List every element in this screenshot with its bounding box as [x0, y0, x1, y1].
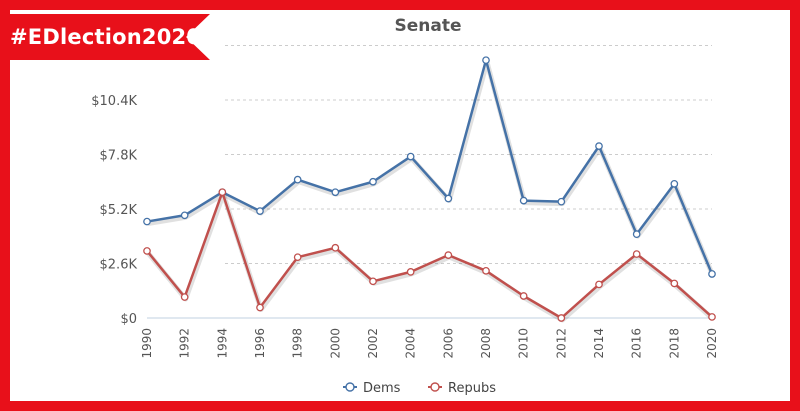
data-point-dems[interactable]	[519, 196, 528, 205]
legend[interactable]: Dems Repubs	[343, 381, 496, 396]
x-tick-label: 1998	[291, 328, 305, 359]
legend-item-dems[interactable]: Dems	[343, 381, 401, 396]
data-point-repubs[interactable]	[256, 303, 264, 312]
y-tick-label: $2.6K	[100, 258, 138, 273]
data-point-repubs[interactable]	[632, 250, 641, 258]
legend-marker-icon	[430, 382, 440, 392]
data-point-repubs[interactable]	[143, 247, 151, 255]
y-tick-label: $7.8K	[100, 149, 138, 164]
series-line-repubs	[146, 190, 713, 320]
data-point-repubs[interactable]	[331, 243, 340, 252]
data-point-dems[interactable]	[256, 207, 264, 215]
y-axis: $0 $2.6K $5.2K $7.8K $10.4K	[91, 94, 137, 327]
data-point-repubs[interactable]	[406, 268, 415, 276]
data-point-repubs[interactable]	[444, 251, 453, 259]
y-tick-label: $5.2K	[100, 203, 138, 218]
data-point-dems[interactable]	[670, 179, 679, 188]
data-point-dems[interactable]	[293, 175, 302, 184]
series-layer	[143, 56, 716, 323]
ribbon-shape	[0, 14, 210, 60]
data-point-repubs[interactable]	[557, 314, 566, 322]
x-tick-label: 2012	[554, 328, 568, 359]
x-tick-label: 2006	[441, 328, 455, 359]
legend-marker-icon	[345, 382, 355, 392]
x-tick-label: 2000	[328, 328, 342, 359]
x-tick-label: 2004	[404, 328, 418, 359]
banner-ribbon	[0, 14, 210, 60]
data-point-repubs[interactable]	[293, 253, 302, 262]
x-tick-label: 2016	[630, 328, 644, 359]
data-point-dems[interactable]	[482, 56, 490, 65]
data-point-repubs[interactable]	[369, 277, 377, 286]
chart-title: Senate	[394, 16, 461, 36]
data-point-dems[interactable]	[444, 194, 453, 203]
data-point-repubs[interactable]	[519, 292, 528, 300]
data-point-dems[interactable]	[143, 217, 151, 226]
data-point-dems[interactable]	[180, 211, 189, 220]
x-tick-label: 2020	[705, 328, 719, 359]
data-point-dems[interactable]	[708, 270, 716, 278]
data-point-repubs[interactable]	[180, 293, 189, 301]
x-tick-label: 2018	[667, 328, 681, 359]
data-point-repubs[interactable]	[670, 279, 679, 288]
x-tick-label: 2002	[366, 328, 380, 359]
series-line-shadow	[147, 59, 716, 277]
legend-item-repubs[interactable]: Repubs	[428, 381, 496, 396]
data-point-repubs[interactable]	[595, 280, 603, 289]
data-point-repubs[interactable]	[482, 266, 490, 275]
x-tick-label: 1994	[215, 328, 229, 359]
data-point-dems[interactable]	[557, 197, 566, 206]
data-point-dems[interactable]	[632, 230, 641, 239]
banner-hashtag: #EDlection2020	[10, 25, 202, 49]
legend-label: Dems	[363, 381, 401, 396]
y-tick-label: $0	[120, 312, 137, 327]
data-point-dems[interactable]	[406, 152, 415, 161]
x-tick-label: 1996	[253, 328, 267, 359]
x-tick-label: 1992	[178, 328, 192, 359]
x-axis: 1990 1992 1994 1996 1998 2000 2002 2004 2006 2008…	[140, 328, 719, 359]
data-point-repubs[interactable]	[218, 188, 227, 197]
x-tick-label: 2008	[479, 328, 493, 359]
series-line-dems	[146, 58, 714, 275]
x-tick-label: 1990	[140, 328, 154, 359]
legend-label: Repubs	[448, 381, 496, 396]
y-tick-label: $10.4K	[91, 94, 137, 109]
x-tick-label: 2010	[517, 328, 531, 359]
data-point-dems[interactable]	[369, 177, 377, 186]
data-point-dems[interactable]	[595, 142, 603, 150]
data-point-dems[interactable]	[331, 188, 340, 197]
x-tick-label: 2014	[592, 328, 606, 359]
data-point-repubs[interactable]	[708, 313, 716, 321]
